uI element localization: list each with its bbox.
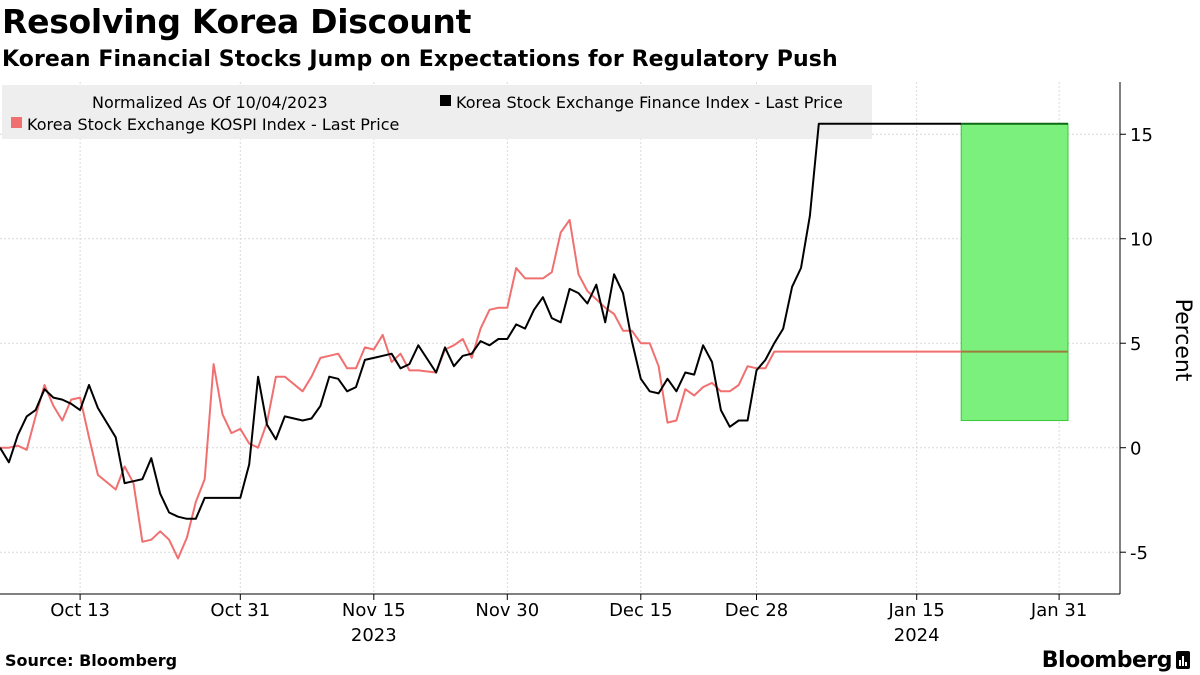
legend-label-finance: Korea Stock Exchange Finance Index - Las…: [456, 93, 843, 112]
x-tick-label: Dec 28: [725, 600, 788, 621]
x-tick-label: Jan 15: [888, 600, 945, 621]
x-tick-label: Nov 15: [342, 600, 406, 621]
legend-swatch-kospi: [11, 117, 22, 128]
x-tick-label: Nov 30: [475, 600, 539, 621]
series-kospi-line: [0, 218, 962, 560]
x-tick-label: Dec 15: [609, 600, 672, 621]
y-tick-label: 0: [1130, 439, 1141, 460]
series-finance-line: [0, 122, 962, 520]
chart-title: Resolving Korea Discount: [2, 2, 472, 41]
legend-swatch-finance: [440, 95, 451, 106]
terminal-icon: [1176, 651, 1190, 669]
x-tick-label: Jan 31: [1030, 600, 1087, 621]
y-axis-title: Percent: [1170, 299, 1195, 382]
y-tick-label: -5: [1130, 543, 1148, 564]
y-tick-label: 10: [1130, 230, 1153, 251]
grid-lines: [0, 82, 1120, 594]
y-tick-label: 5: [1130, 334, 1141, 355]
legend-label-kospi: Korea Stock Exchange KOSPI Index - Last …: [27, 115, 399, 134]
legend-note: Normalized As Of 10/04/2023: [92, 93, 328, 112]
source-note: Source: Bloomberg: [5, 651, 178, 670]
bloomberg-logo: Bloomberg: [1042, 646, 1190, 674]
x-tick-label: Oct 13: [50, 600, 110, 621]
legend: Normalized As Of 10/04/2023 Korea Stock E…: [2, 85, 872, 139]
brand-wordmark: Bloomberg: [1041, 647, 1173, 673]
x-year-label: 2023: [351, 625, 397, 646]
chart-subtitle: Korean Financial Stocks Jump on Expectat…: [2, 47, 838, 72]
legend-background: [2, 85, 872, 139]
y-tick-label: 15: [1130, 125, 1153, 146]
x-tick-label: Oct 31: [210, 600, 270, 621]
highlight-box: [960, 123, 1069, 422]
x-year-label: 2024: [894, 625, 940, 646]
